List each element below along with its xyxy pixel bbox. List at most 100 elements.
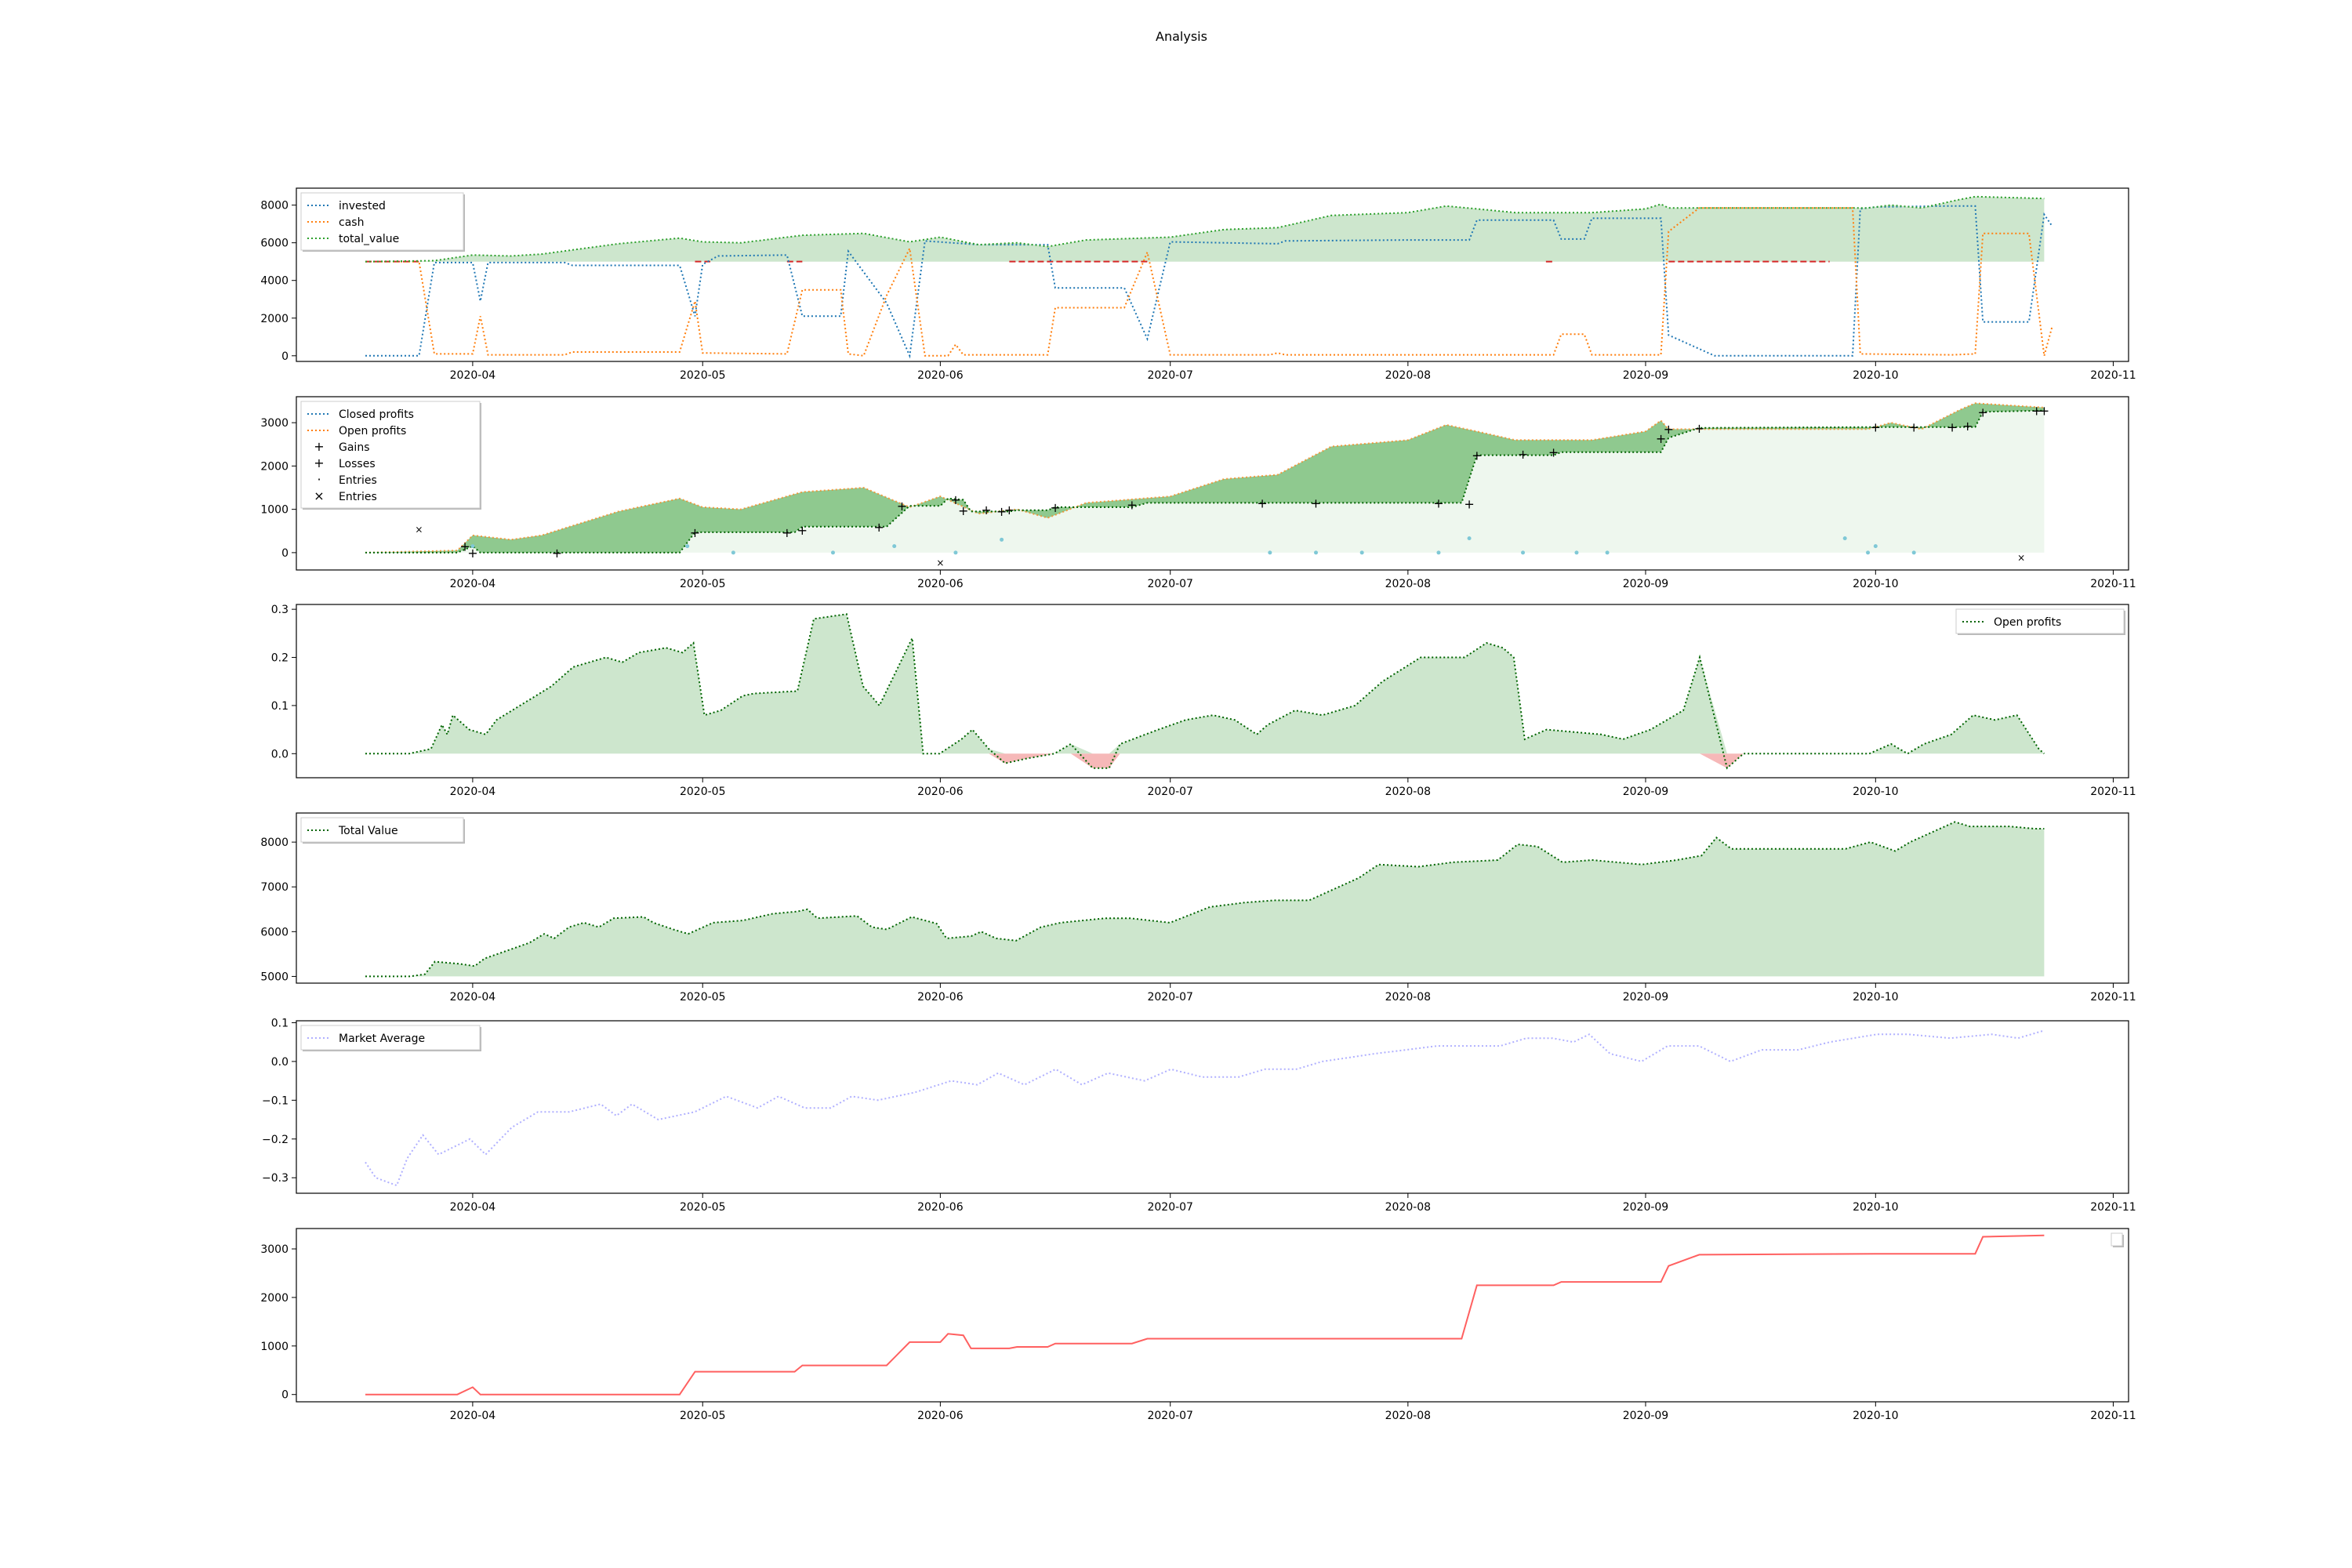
figure-title: Analysis bbox=[1156, 29, 1207, 44]
legend-label: total_value bbox=[339, 233, 399, 245]
y-tick-label: 3000 bbox=[260, 417, 289, 430]
y-tick-label: −0.2 bbox=[262, 1134, 289, 1146]
legend-label: Entries bbox=[339, 474, 377, 487]
plot-frame bbox=[296, 187, 2129, 362]
gain-marker: + bbox=[1548, 445, 1559, 460]
x-tick-label: 2020-07 bbox=[1147, 1410, 1193, 1422]
loss-marker: + bbox=[958, 503, 968, 518]
y-tick-label: 0.3 bbox=[271, 604, 289, 616]
open-profits-neg-fill bbox=[365, 753, 2045, 768]
entry-marker bbox=[1000, 537, 1004, 542]
legend-label: Open profits bbox=[1994, 616, 2061, 629]
legend-label: Losses bbox=[339, 458, 376, 470]
x-tick-label: 2020-05 bbox=[680, 369, 726, 382]
loss-marker: + bbox=[1433, 495, 1443, 510]
panel-3: Open profits 0.0 0.1 0.2 0.3 2020-04 2020-05 20… bbox=[271, 604, 2136, 798]
legend-box bbox=[2111, 1232, 2123, 1247]
entry-marker bbox=[892, 544, 897, 549]
entry-marker bbox=[830, 550, 835, 555]
x-tick-label: 2020-04 bbox=[450, 369, 496, 382]
y-tick-label: 0.1 bbox=[271, 1017, 289, 1029]
panels: invested cash total_value 0 2000 4000 6000 8000… bbox=[260, 187, 2136, 1422]
x-tick-label: 2020-08 bbox=[1385, 369, 1432, 382]
gain-marker: + bbox=[690, 525, 700, 540]
legend-label: Gains bbox=[339, 441, 369, 454]
gain-marker: + bbox=[1909, 420, 1919, 435]
y-tick-label: 1000 bbox=[260, 1341, 289, 1353]
x-tick-label: 2020-04 bbox=[450, 578, 496, 590]
y-tick-label: 2000 bbox=[260, 460, 289, 473]
series-open-profits bbox=[365, 613, 2045, 770]
x-tick-label: 2020-05 bbox=[680, 1410, 726, 1422]
series-cash bbox=[365, 207, 2053, 357]
plot-area: + ++ + + ++ + + + + + ++ + +++ + + + ++ ++++ ++ +++×× × bbox=[365, 402, 2049, 568]
x-tick-label: 2020-05 bbox=[680, 786, 726, 798]
x-tick-label: 2020-11 bbox=[2090, 991, 2136, 1004]
x-tick-label: 2020-10 bbox=[1853, 786, 1899, 798]
x-tick-label: 2020-06 bbox=[917, 1410, 964, 1422]
y-tick-label: −0.1 bbox=[262, 1094, 289, 1107]
gain-marker: + bbox=[797, 523, 808, 538]
legend-box bbox=[1955, 608, 2125, 634]
gain-marker: + bbox=[1050, 500, 1060, 515]
panel-5: Market Average −0.3 −0.2 −0.1 0.0 0.1 2020-04 2… bbox=[262, 1017, 2136, 1214]
x-tick-label: 2020-07 bbox=[1147, 786, 1193, 798]
x-tick-label: 2020-04 bbox=[450, 991, 496, 1004]
x-tick-label: 2020-09 bbox=[1623, 991, 1669, 1004]
y-tick-label: 7000 bbox=[260, 881, 289, 894]
legend-label: Market Average bbox=[339, 1033, 425, 1045]
closed-profits-fill bbox=[365, 410, 2045, 553]
series-closed-profits-line bbox=[365, 1234, 2045, 1396]
legend-box bbox=[300, 1025, 481, 1051]
legend-label: cash bbox=[339, 216, 364, 229]
x-tick-label: 2020-09 bbox=[1623, 1201, 1669, 1214]
gain-marker: + bbox=[1518, 447, 1528, 462]
plot-area bbox=[365, 1234, 2045, 1396]
gain-marker: + bbox=[1978, 405, 1988, 419]
x-tick-label: 2020-05 bbox=[680, 991, 726, 1004]
entry-marker bbox=[685, 544, 690, 549]
entry-marker bbox=[1873, 544, 1878, 549]
x-tick-label: 2020-08 bbox=[1385, 1410, 1432, 1422]
entry-marker-b: × bbox=[936, 557, 944, 568]
gain-marker: + bbox=[1311, 495, 1321, 510]
plot-area bbox=[365, 195, 2053, 359]
plot-frame bbox=[296, 1228, 2129, 1403]
entry-marker bbox=[1521, 550, 1526, 555]
y-tick-label: 6000 bbox=[260, 238, 289, 250]
legend-label: Total Value bbox=[338, 825, 398, 837]
entry-marker bbox=[1359, 550, 1364, 555]
entry-marker bbox=[731, 550, 735, 555]
legend-box bbox=[300, 192, 464, 251]
panel-4: Total Value 5000 6000 7000 8000 2020-04 2020-0… bbox=[260, 812, 2136, 1004]
legend-marker: · bbox=[317, 472, 321, 487]
x-tick-label: 2020-11 bbox=[2090, 1201, 2136, 1214]
x-tick-label: 2020-06 bbox=[917, 578, 964, 590]
series-market-average bbox=[365, 1029, 2045, 1187]
entry-marker bbox=[1866, 550, 1871, 555]
x-tick-label: 2020-11 bbox=[2090, 578, 2136, 590]
loss-marker: + bbox=[2039, 404, 2049, 419]
plot-area bbox=[365, 613, 2045, 770]
y-tick-label: 0.1 bbox=[271, 700, 289, 713]
entry-marker-b: × bbox=[415, 524, 423, 535]
plot-area bbox=[365, 821, 2045, 978]
legend-marker: + bbox=[314, 456, 324, 470]
gain-marker: + bbox=[1664, 422, 1674, 437]
y-tick-label: 0.0 bbox=[271, 1056, 289, 1069]
y-tick-label: 8000 bbox=[260, 837, 289, 849]
y-tick-label: 2000 bbox=[260, 313, 289, 325]
x-tick-label: 2020-06 bbox=[917, 369, 964, 382]
y-tick-label: 1000 bbox=[260, 504, 289, 517]
y-tick-label: 5000 bbox=[260, 971, 289, 983]
x-tick-label: 2020-10 bbox=[1853, 1410, 1899, 1422]
gain-marker: + bbox=[1656, 431, 1666, 446]
x-tick-label: 2020-05 bbox=[680, 578, 726, 590]
x-tick-label: 2020-11 bbox=[2090, 1410, 2136, 1422]
y-tick-label: 0.2 bbox=[271, 652, 289, 665]
y-tick-label: 0 bbox=[281, 547, 289, 560]
x-tick-label: 2020-08 bbox=[1385, 786, 1432, 798]
plot-frame bbox=[296, 604, 2129, 779]
x-tick-label: 2020-07 bbox=[1147, 991, 1193, 1004]
total-value-fill bbox=[365, 822, 2045, 977]
